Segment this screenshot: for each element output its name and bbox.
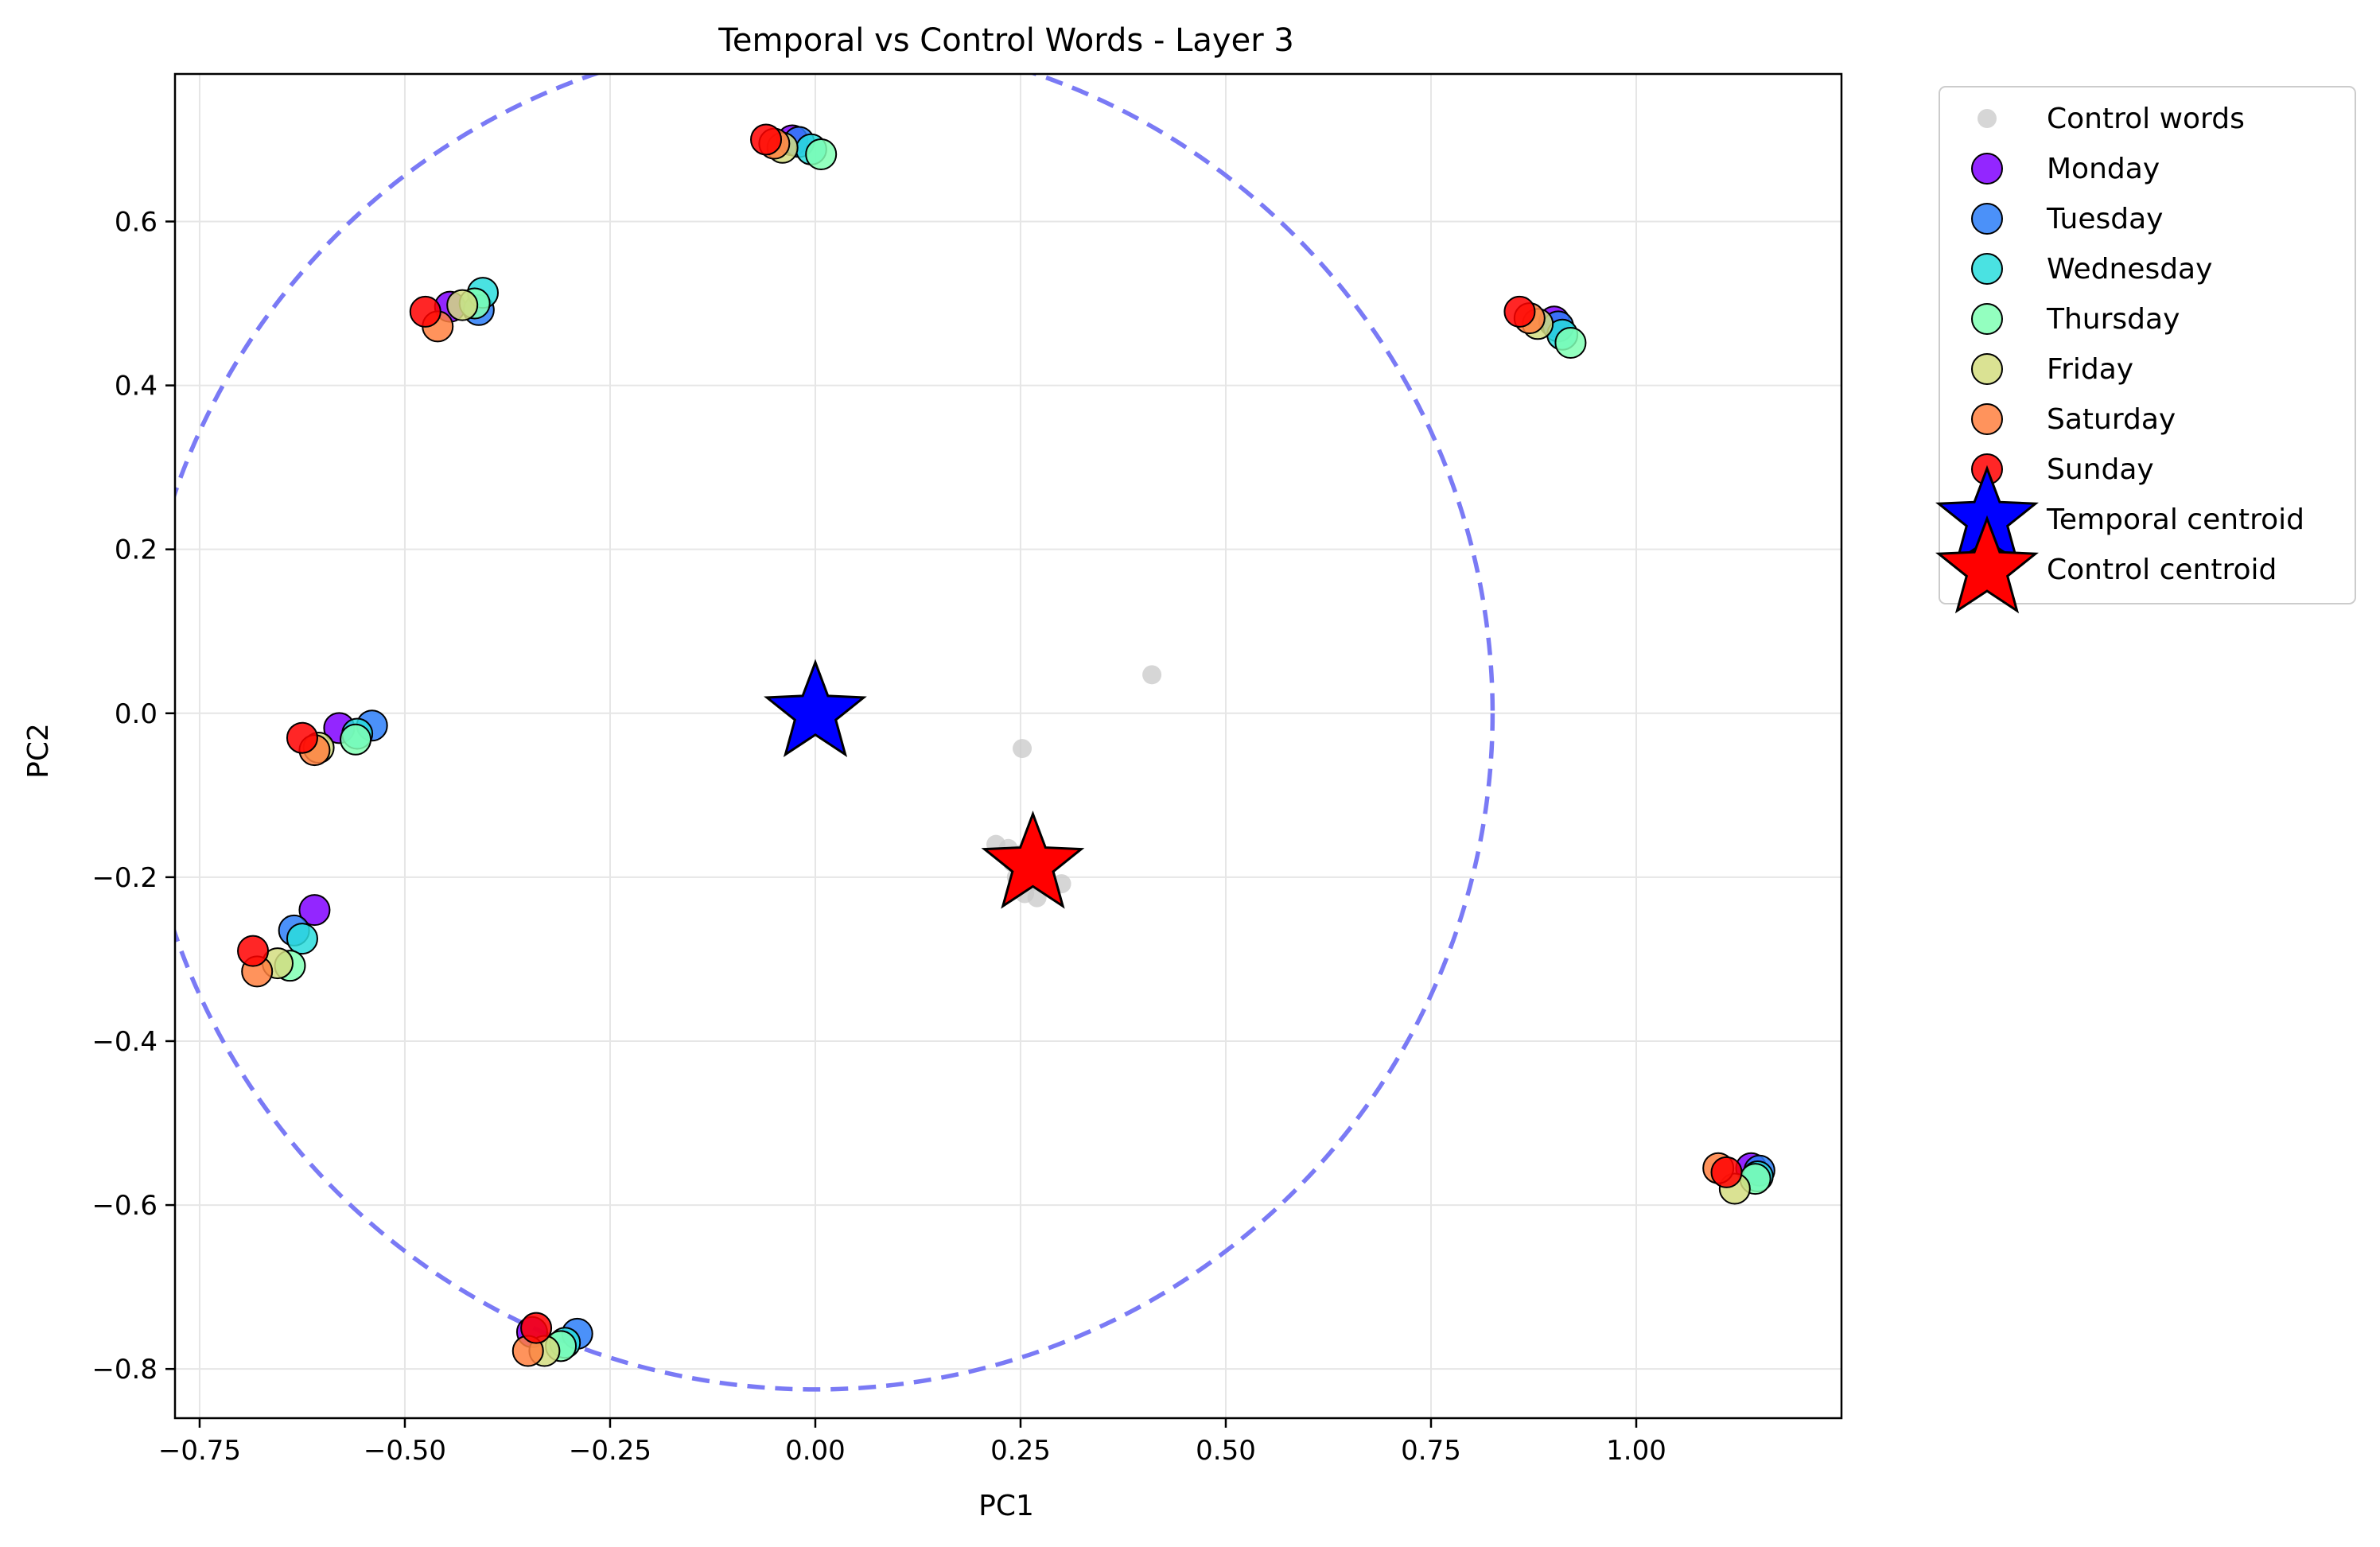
day-point xyxy=(805,138,838,170)
legend-item: Thursday xyxy=(1971,303,2180,336)
day-point xyxy=(750,123,783,156)
day-point xyxy=(286,721,318,754)
day-point xyxy=(1554,327,1587,359)
legend-marker xyxy=(1971,153,2003,185)
legend-marker xyxy=(1971,253,2003,285)
x-tick-label: 0.75 xyxy=(1401,1435,1461,1467)
x-tick-label: 1.00 xyxy=(1606,1435,1666,1467)
y-tick-label: −0.2 xyxy=(91,862,158,894)
legend-item: Friday xyxy=(1971,353,2133,386)
legend-item: Monday xyxy=(1971,153,2160,185)
legend-label: Control centroid xyxy=(2047,554,2277,586)
day-point xyxy=(1503,295,1536,328)
plot-frame xyxy=(173,72,1843,1420)
grid-lines xyxy=(175,74,1841,1418)
x-tick-label: 0.25 xyxy=(990,1435,1051,1467)
temporal-centroid-marker xyxy=(764,659,867,758)
y-tick-label: −0.4 xyxy=(91,1026,158,1058)
x-tick-label: 0.00 xyxy=(785,1435,846,1467)
y-tick-label: −0.6 xyxy=(91,1190,158,1222)
day-point xyxy=(520,1312,553,1344)
legend-box xyxy=(1939,86,2356,604)
legend-item: Saturday xyxy=(1971,403,2176,436)
series-sunday xyxy=(237,123,1743,1344)
legend-marker xyxy=(1971,303,2003,335)
x-tick-label: −0.75 xyxy=(158,1435,241,1467)
legend-label: Thursday xyxy=(2046,303,2180,336)
y-tick-label: 0.2 xyxy=(115,534,158,566)
day-point xyxy=(298,894,331,927)
legend-item: Control words xyxy=(1978,103,2245,135)
legend-label: Monday xyxy=(2047,153,2160,185)
day-point xyxy=(237,935,270,967)
y-tick-label: 0.6 xyxy=(115,206,158,238)
reference-circle xyxy=(175,74,1495,1392)
series-monday xyxy=(298,124,1768,1348)
legend-label: Wednesday xyxy=(2047,253,2212,286)
control-centroid-marker xyxy=(981,810,1085,909)
day-point xyxy=(340,723,372,756)
day-point xyxy=(446,289,479,321)
control-word-point xyxy=(1142,665,1162,685)
x-tick-label: −0.50 xyxy=(364,1435,446,1467)
legend-label: Saturday xyxy=(2047,403,2176,436)
legend-item: Temporal centroid xyxy=(1935,464,2304,564)
legend-star-marker xyxy=(1935,515,2039,614)
legend-item: Control centroid xyxy=(1935,515,2277,614)
day-point xyxy=(1710,1156,1743,1188)
legend-label: Temporal centroid xyxy=(2046,503,2304,536)
axes: −0.75 −0.50 −0.25 0.00 0.25 0.50 0.75 1.00 −0.8 −… xyxy=(91,72,1843,1467)
x-axis-label: PC1 xyxy=(978,1490,1034,1522)
y-axis-label: PC2 xyxy=(22,723,55,779)
y-tick-label: −0.8 xyxy=(91,1354,158,1386)
y-tick-label: 0.4 xyxy=(115,371,158,402)
legend-item: Tuesday xyxy=(1971,203,2163,235)
x-tick-label: −0.25 xyxy=(569,1435,651,1467)
day-point xyxy=(286,923,318,955)
legend-marker xyxy=(1978,109,1997,128)
legend-item: Wednesday xyxy=(1971,253,2212,286)
plot-area xyxy=(175,74,1775,1392)
legend-label: Control words xyxy=(2047,103,2245,135)
chart-title: Temporal vs Control Words - Layer 3 xyxy=(718,22,1294,59)
legend-marker xyxy=(1971,353,2003,385)
legend: Control words Monday Tuesday Wednesday Thurs… xyxy=(1935,86,2356,614)
legend-marker xyxy=(1971,403,2003,435)
y-tick-label: 0.0 xyxy=(115,698,158,730)
control-word-point xyxy=(1013,739,1032,759)
legend-label: Sunday xyxy=(2047,453,2154,486)
day-point xyxy=(409,295,441,328)
legend-label: Tuesday xyxy=(2046,203,2163,235)
x-tick-label: 0.50 xyxy=(1196,1435,1256,1467)
legend-label: Friday xyxy=(2047,353,2133,386)
legend-marker xyxy=(1971,203,2003,235)
